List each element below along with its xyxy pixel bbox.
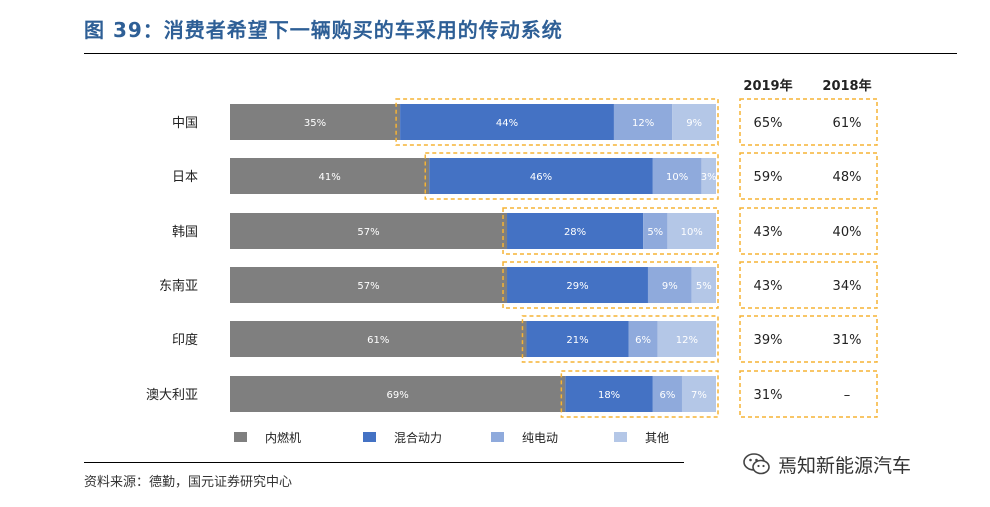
table-box — [739, 98, 878, 146]
table-header-2019: 2019年 — [743, 78, 792, 94]
bar-hybrid — [507, 213, 644, 249]
bar-other — [691, 267, 716, 303]
legend-swatch-other — [614, 432, 627, 442]
table-cell-2018: 31% — [833, 333, 862, 348]
data-label: 12% — [632, 118, 654, 129]
table-box — [739, 261, 878, 309]
bar-other — [672, 104, 716, 140]
table-box — [739, 207, 878, 255]
bar-other — [657, 321, 716, 357]
bar-hybrid — [429, 158, 653, 194]
table-cell-2019: 43% — [754, 225, 783, 240]
data-label: 9% — [662, 281, 678, 292]
data-label: 21% — [566, 335, 588, 346]
bar-hybrid — [507, 267, 648, 303]
table-cell-2018: 48% — [833, 170, 862, 185]
data-label: 29% — [566, 281, 588, 292]
category-label: 澳大利亚 — [146, 387, 198, 403]
data-label: 5% — [696, 281, 712, 292]
data-label: 12% — [676, 335, 698, 346]
data-label: 3% — [701, 172, 717, 183]
data-label: 69% — [387, 390, 409, 401]
category-label: 中国 — [172, 116, 198, 131]
highlight-box — [560, 370, 719, 418]
legend-label: 其他 — [645, 431, 669, 445]
data-label: 61% — [367, 335, 389, 346]
table-box — [739, 152, 878, 200]
bar-hybrid — [526, 321, 629, 357]
bar-ice — [230, 376, 566, 412]
bar-bev — [652, 376, 682, 412]
data-label: 5% — [647, 227, 663, 238]
bar-ice — [230, 104, 401, 140]
data-label: 41% — [319, 172, 341, 183]
highlight-box — [521, 315, 719, 363]
legend-swatch-hybrid — [363, 432, 376, 442]
legend-swatch-ice — [234, 432, 247, 442]
category-label: 印度 — [172, 332, 198, 348]
bar-ice — [230, 213, 508, 249]
footer-divider — [84, 462, 684, 463]
table-header-2018: 2018年 — [822, 78, 871, 94]
highlight-box — [502, 261, 719, 309]
data-label: 57% — [357, 227, 379, 238]
category-label: 东南亚 — [159, 278, 198, 294]
bar-hybrid — [400, 104, 614, 140]
data-label: 44% — [496, 118, 518, 129]
table-cell-2018: 40% — [833, 225, 862, 240]
highlight-box — [395, 98, 719, 146]
table-cell-2019: 43% — [754, 279, 783, 294]
table-cell-2018: 34% — [833, 279, 862, 294]
legend-label: 混合动力 — [394, 430, 442, 445]
highlight-box — [502, 207, 719, 255]
bar-bev — [628, 321, 658, 357]
bar-ice — [230, 321, 527, 357]
data-label: 57% — [357, 281, 379, 292]
bar-bev — [652, 158, 702, 194]
bar-ice — [230, 267, 508, 303]
data-label: 6% — [635, 335, 651, 346]
data-label: 18% — [598, 390, 620, 401]
bar-other — [701, 158, 716, 194]
table-cell-2019: 59% — [754, 170, 783, 185]
wechat-icon — [743, 453, 770, 475]
legend-swatch-bev — [491, 432, 504, 442]
category-label: 韩国 — [172, 225, 198, 240]
data-label: 35% — [304, 118, 326, 129]
table-cell-2019: 31% — [754, 388, 783, 403]
data-label: 28% — [564, 227, 586, 238]
table-cell-2018: 61% — [833, 116, 862, 131]
category-label: 日本 — [172, 170, 198, 185]
watermark: 焉知新能源汽车 — [742, 448, 911, 480]
data-label: 46% — [530, 172, 552, 183]
bar-other — [667, 213, 716, 249]
data-label: 7% — [691, 390, 707, 401]
table-cell-2019: 65% — [754, 116, 783, 131]
bar-other — [681, 376, 716, 412]
table-cell-2019: 39% — [754, 333, 783, 348]
bar-hybrid — [565, 376, 653, 412]
source-note: 资料来源：德勤，国元证券研究中心 — [84, 475, 293, 490]
legend-label: 纯电动 — [522, 431, 558, 445]
bar-bev — [643, 213, 668, 249]
table-cell-2018: – — [844, 388, 851, 403]
bar-bev — [647, 267, 692, 303]
title-divider — [84, 53, 957, 54]
table-box — [739, 315, 878, 363]
chart-title: 图 39：消费者希望下一辆购买的车采用的传动系统 — [84, 18, 563, 42]
table-box — [739, 370, 878, 418]
data-label: 10% — [666, 172, 688, 183]
watermark-text: 焉知新能源汽车 — [778, 454, 912, 477]
data-label: 9% — [686, 118, 702, 129]
data-label: 6% — [659, 390, 675, 401]
bar-ice — [230, 158, 430, 194]
legend-label: 内燃机 — [265, 430, 301, 445]
data-label: 10% — [681, 227, 703, 238]
highlight-box — [424, 152, 719, 200]
bar-bev — [613, 104, 673, 140]
